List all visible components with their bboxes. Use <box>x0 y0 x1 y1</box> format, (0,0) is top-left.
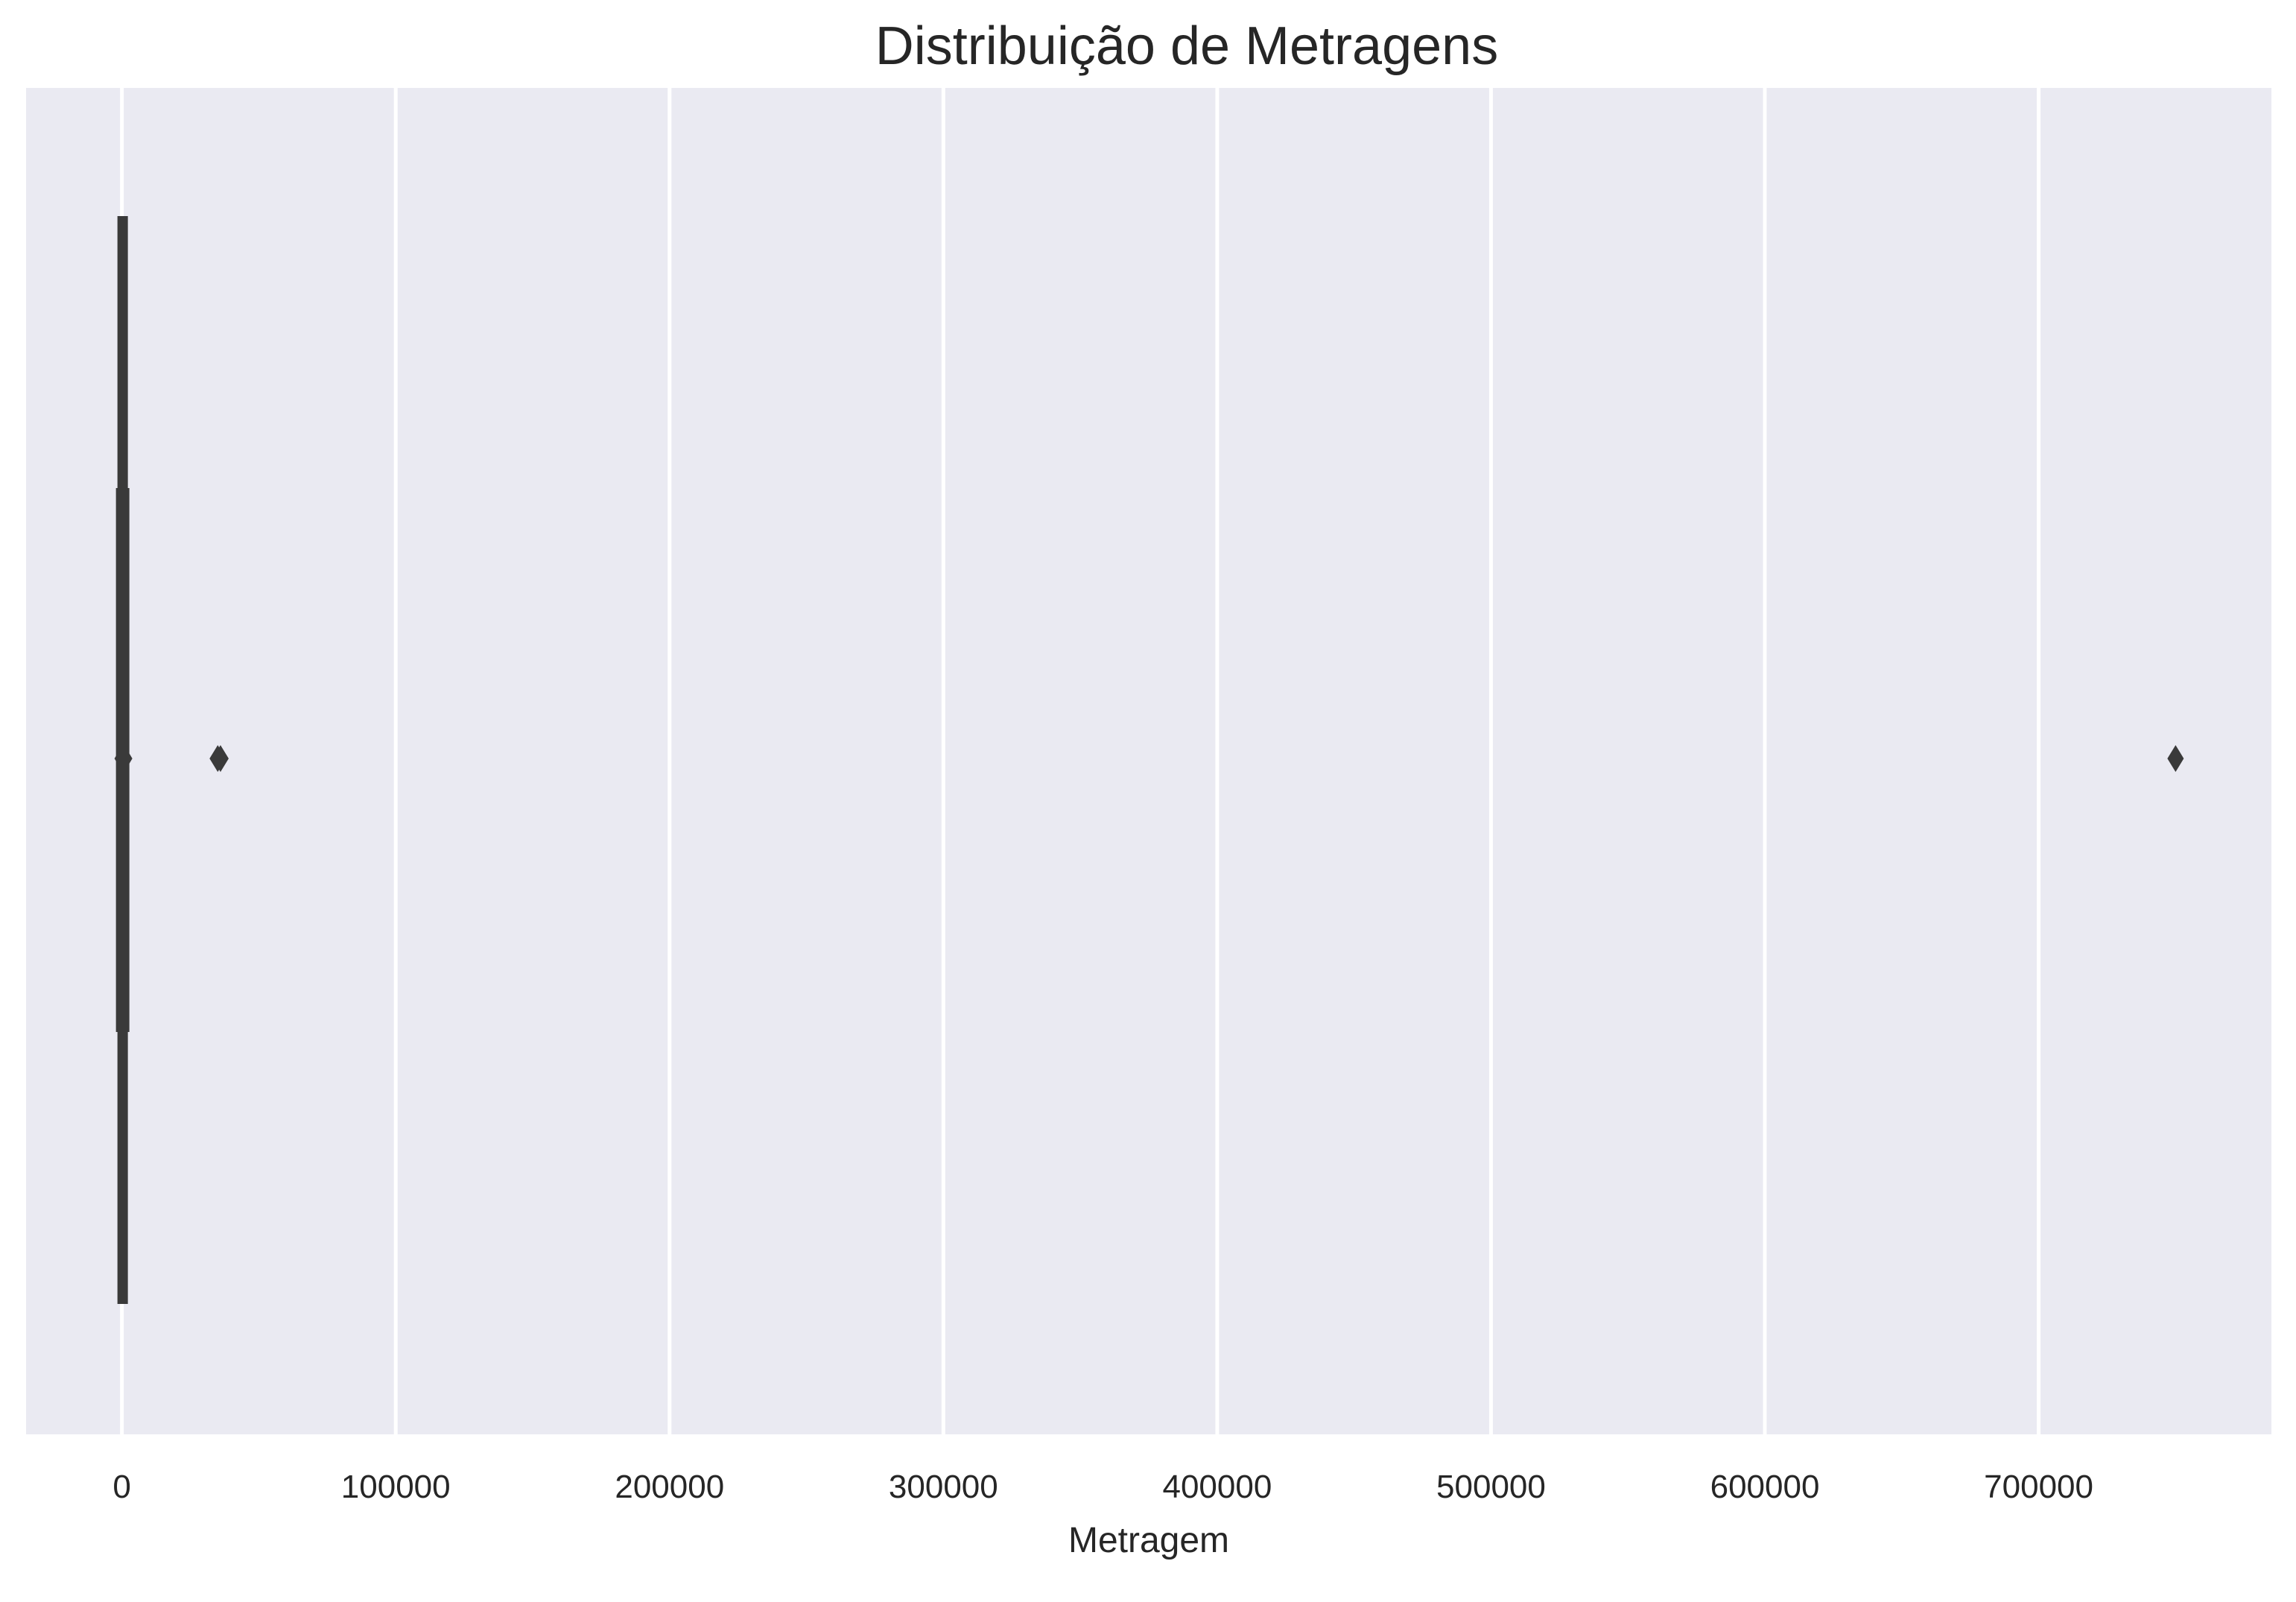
outlier-point <box>2167 745 2184 772</box>
median-point <box>114 744 133 773</box>
x-tick-label: 100000 <box>341 1469 451 1505</box>
x-tick-label: 300000 <box>889 1469 998 1505</box>
x-tick-label: 600000 <box>1710 1469 1820 1505</box>
x-tick-label: 0 <box>112 1469 130 1505</box>
data-marks <box>114 216 2184 1304</box>
x-tick-label: 400000 <box>1162 1469 1272 1505</box>
x-tick-label: 500000 <box>1436 1469 1546 1505</box>
x-tick-label: 200000 <box>615 1469 724 1505</box>
x-tick-labels: 0 100000 200000 300000 400000 500000 600000 700… <box>112 1469 2093 1505</box>
grid-lines <box>120 88 2041 1434</box>
plot-area <box>26 88 2271 1434</box>
chart-title: Distribuição de Metragens <box>875 16 1498 76</box>
x-tick-label: 700000 <box>1984 1469 2093 1505</box>
outlier-point <box>212 745 229 772</box>
x-axis-title: Metragem <box>1068 1521 1229 1560</box>
